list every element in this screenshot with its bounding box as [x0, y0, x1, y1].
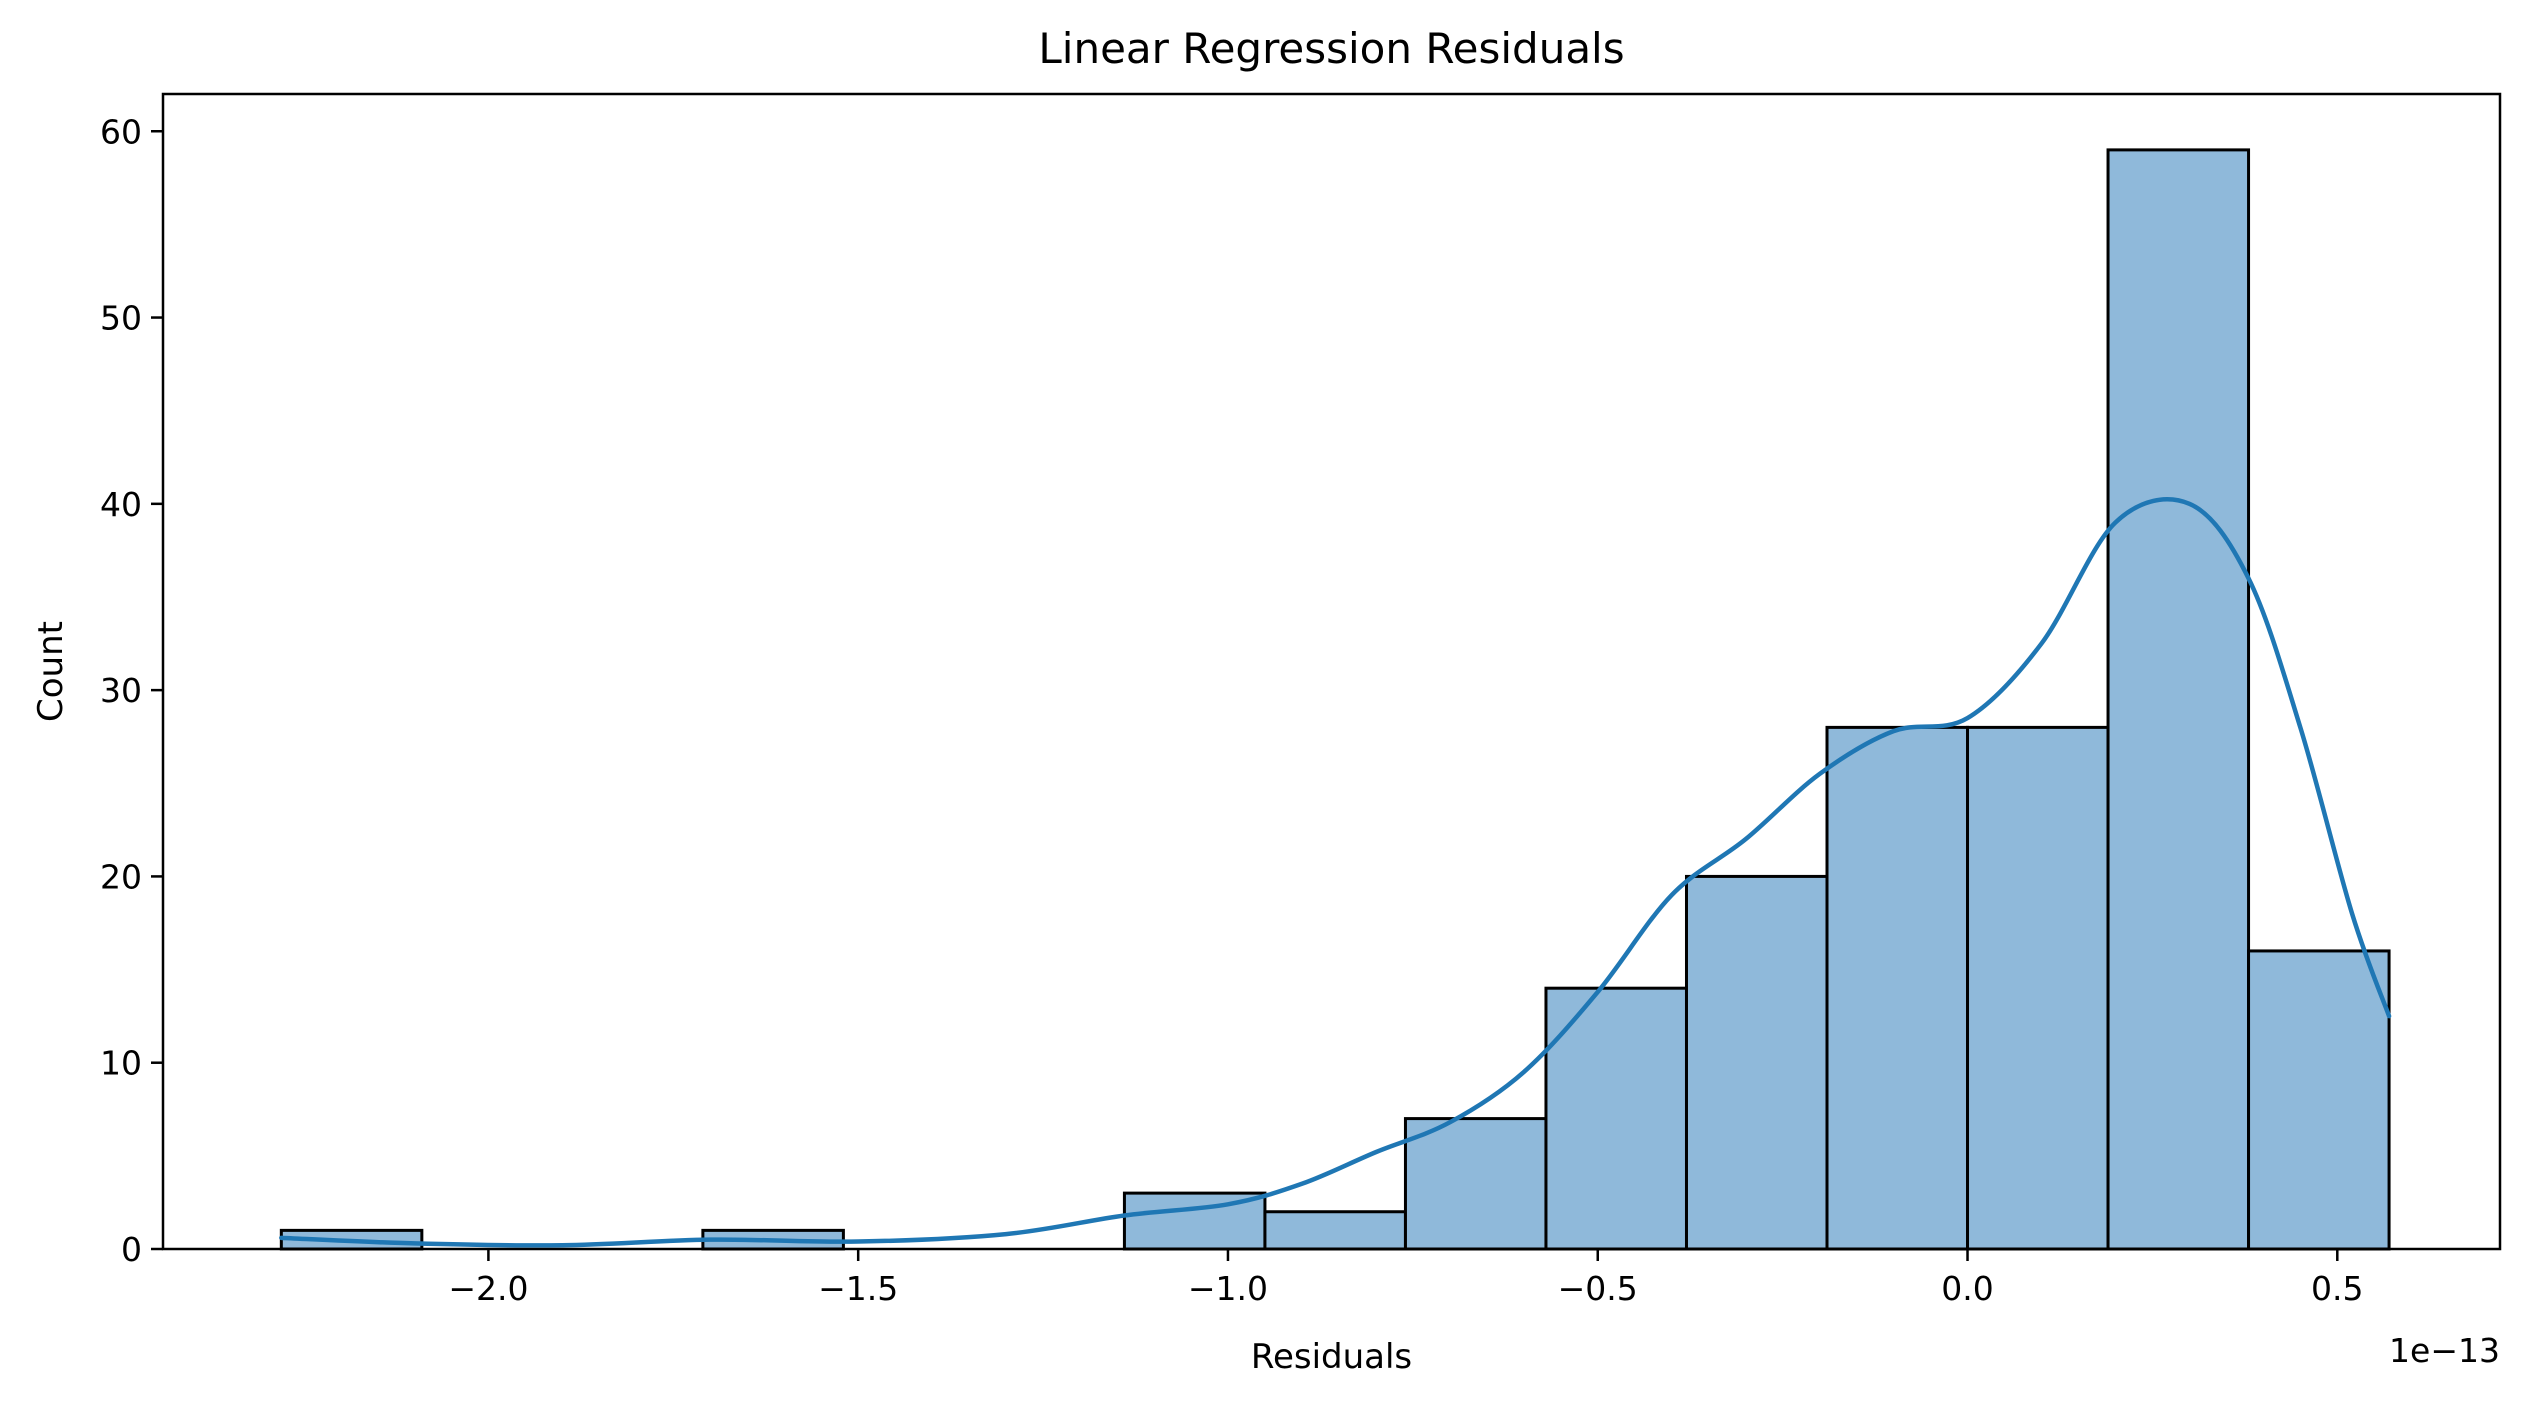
- x-axis-label: Residuals: [1251, 1337, 1412, 1377]
- kde-curve: [279, 497, 2392, 1248]
- y-tick-label: 50: [100, 299, 142, 338]
- histogram-bar: [1263, 1210, 1407, 1251]
- y-tick-label: 0: [121, 1230, 142, 1269]
- x-tick-label: −1.0: [1188, 1269, 1268, 1308]
- histogram-bar: [1403, 1117, 1548, 1251]
- y-tick-label: 10: [100, 1044, 142, 1083]
- x-axis-offset-label: 1e−13: [2389, 1331, 2500, 1370]
- histogram-bars: [279, 148, 2391, 1251]
- y-axis-label: Count: [31, 621, 71, 722]
- y-tick-label: 60: [100, 112, 142, 151]
- y-tick-label: 40: [100, 485, 142, 524]
- histogram-bar: [1684, 874, 1829, 1251]
- x-tick-label: −0.5: [1558, 1269, 1638, 1308]
- y-axis-ticks: 0 10 20 30 40 50 60: [100, 112, 163, 1269]
- histogram-bar: [1966, 725, 2110, 1251]
- plot-frame: [161, 92, 2502, 1251]
- x-tick-label: −1.5: [818, 1269, 898, 1308]
- histogram-bar: [2247, 949, 2391, 1251]
- histogram-bar: [1825, 725, 1970, 1251]
- x-tick-label: 0.5: [2311, 1269, 2363, 1308]
- y-tick-label: 30: [100, 671, 142, 710]
- x-axis-ticks: −2.0 −1.5 −1.0 −0.5 0.0 0.5: [448, 1249, 2364, 1308]
- x-tick-label: −2.0: [448, 1269, 528, 1308]
- x-tick-label: 0.0: [1941, 1269, 1993, 1308]
- chart-title: Linear Regression Residuals: [1038, 24, 1624, 73]
- histogram-bar: [2106, 148, 2251, 1251]
- y-tick-label: 20: [100, 857, 142, 896]
